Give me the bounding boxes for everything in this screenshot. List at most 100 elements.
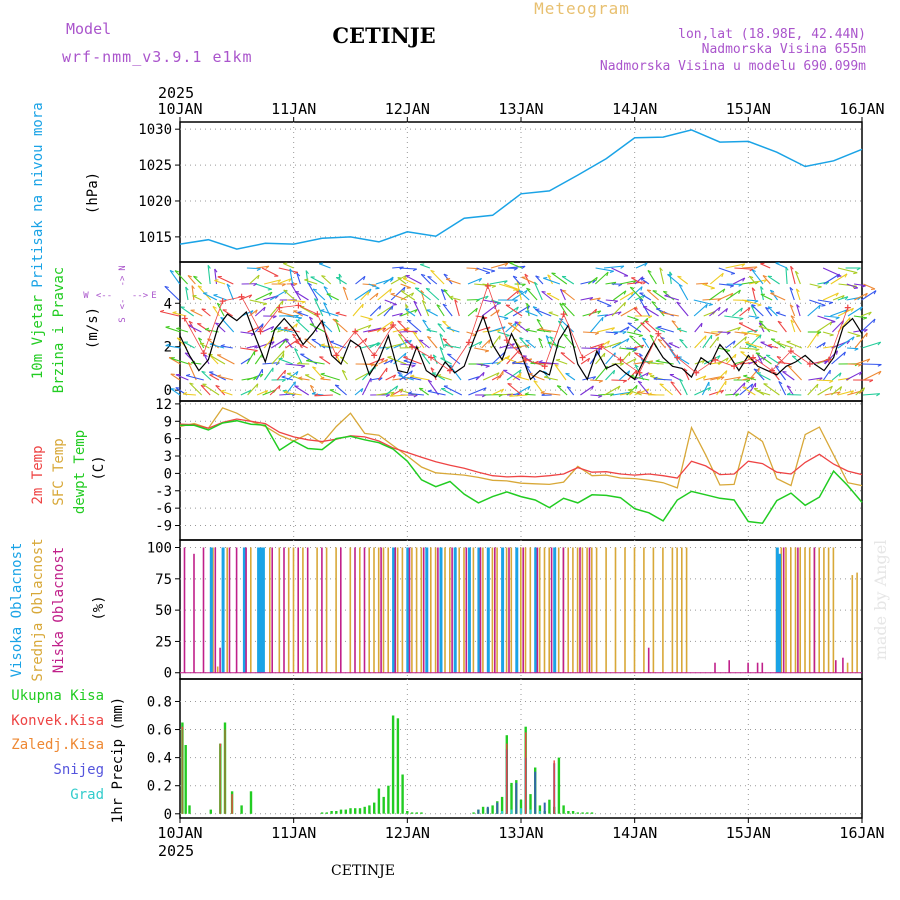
wind-arrow-head xyxy=(854,348,859,351)
wind-arrow xyxy=(629,286,644,301)
precip-total-bar xyxy=(567,811,570,814)
wind-arrow-head xyxy=(323,286,328,290)
wind-arrow xyxy=(817,385,833,396)
wind-arrow xyxy=(183,341,195,349)
wind-arrow xyxy=(548,312,559,317)
wind-gust-marker xyxy=(712,356,719,363)
wind-arrow xyxy=(354,288,372,301)
top-date-label: 10JAN xyxy=(157,100,202,118)
wind-arrow xyxy=(708,389,724,396)
wind-arrow xyxy=(603,265,624,269)
high-cloud-bar xyxy=(467,547,471,673)
wind-arrow xyxy=(595,365,608,381)
wind-arrow-head xyxy=(650,374,655,377)
wind-arrow xyxy=(399,267,417,270)
wind-arrow-head xyxy=(859,390,863,394)
top-date-label: 13JAN xyxy=(498,100,543,118)
wind-arrow-head xyxy=(215,322,220,325)
wind-arrow xyxy=(631,277,643,285)
wind-arrow-head xyxy=(226,283,231,288)
wind-arrow-head xyxy=(320,376,325,380)
wind-arrow-head xyxy=(430,269,435,273)
wind-arrow xyxy=(199,343,210,349)
wind-arrow-head xyxy=(545,335,550,339)
wind-arrow xyxy=(170,388,181,396)
wind-arrow-head xyxy=(288,278,292,282)
wind-arrow-head xyxy=(294,381,296,386)
wind-arrow-head xyxy=(310,384,315,389)
wind-arrow-head xyxy=(420,290,425,294)
cloud-ytick-label: 0 xyxy=(164,666,172,682)
wind-arrow xyxy=(201,308,211,317)
wind-arrow-head xyxy=(278,310,283,313)
wind-arrow xyxy=(398,333,409,349)
wind-arrow xyxy=(582,376,596,381)
wind-arrow xyxy=(323,302,331,317)
wind-arrow xyxy=(861,341,881,349)
wind-arrow xyxy=(335,277,347,285)
wind-arrow xyxy=(202,383,220,396)
high-cloud-bar xyxy=(425,547,429,673)
wind-arrow-head xyxy=(755,316,760,320)
wind-arrow-head xyxy=(389,288,392,293)
precip-total-bar xyxy=(500,796,504,814)
wind-arrow xyxy=(694,386,711,396)
wind-arrow xyxy=(160,310,180,317)
wind-arrow xyxy=(545,335,552,349)
wind-arrow xyxy=(339,356,349,365)
temperature-ytick-label: -6 xyxy=(155,501,172,517)
low-cloud-bar xyxy=(647,647,650,673)
wind-arrow xyxy=(498,283,518,291)
wind-arrow xyxy=(490,262,509,269)
wind-arrow-head xyxy=(320,343,325,346)
wind-arrow-head xyxy=(414,309,418,313)
compass-arrow-down: <- xyxy=(118,299,128,310)
wind-arrow xyxy=(837,390,854,396)
wind-arrow-head xyxy=(405,303,409,308)
compass-e: E xyxy=(151,291,156,301)
wind-arrow-head xyxy=(633,348,638,351)
wind-arrow-head xyxy=(700,323,703,328)
precip-total-bar xyxy=(382,796,385,814)
top-date-label: 14JAN xyxy=(612,100,657,118)
wind-arrow-head xyxy=(364,338,368,343)
wind-arrow xyxy=(619,280,637,285)
wind-arrow-head xyxy=(283,289,288,292)
wind-arrow-head xyxy=(755,348,760,352)
wind-arrow xyxy=(538,361,559,365)
credit-text: made by Angel xyxy=(871,540,890,661)
wind-arrow xyxy=(525,310,538,317)
wind-arrow-head xyxy=(259,373,264,378)
wind-arrow-head xyxy=(835,316,840,320)
precip-frz-bar xyxy=(219,746,221,814)
wind-arrow xyxy=(326,293,339,301)
wind-arrow-head xyxy=(776,311,781,314)
low-cloud-bar xyxy=(835,660,837,673)
wind-arrow xyxy=(763,383,780,396)
wind-arrow-head xyxy=(655,359,660,362)
wind-arrow xyxy=(709,288,726,301)
wind-arrow xyxy=(790,266,796,285)
wind-arrow xyxy=(528,373,545,381)
wind-arrow-head xyxy=(789,286,794,291)
wind-arrow-head xyxy=(504,356,509,359)
wind-arrow xyxy=(427,390,446,396)
wind-arrow-head xyxy=(403,328,408,331)
precip-total-bar xyxy=(368,805,371,814)
wind-arrow-head xyxy=(534,281,538,286)
wind-arrow xyxy=(846,283,858,289)
legend-total-rain: Ukupna Kisa xyxy=(11,688,104,704)
wind-arrow-head xyxy=(745,341,750,344)
wind-arrow xyxy=(619,351,631,365)
wind-arrow-head xyxy=(282,389,287,392)
wind-arrow-head xyxy=(375,287,380,290)
wind-arrow xyxy=(383,305,394,317)
wind-arrow-head xyxy=(603,352,606,358)
wind-arrow-head xyxy=(671,320,676,323)
wind-gust-marker xyxy=(390,321,397,328)
mid-cloud-bar xyxy=(581,547,584,673)
wind-arrow-head xyxy=(617,311,622,316)
wind-arrow-head xyxy=(659,383,664,386)
wind-arrow-head xyxy=(749,275,754,279)
wind-arrow-head xyxy=(491,285,496,288)
